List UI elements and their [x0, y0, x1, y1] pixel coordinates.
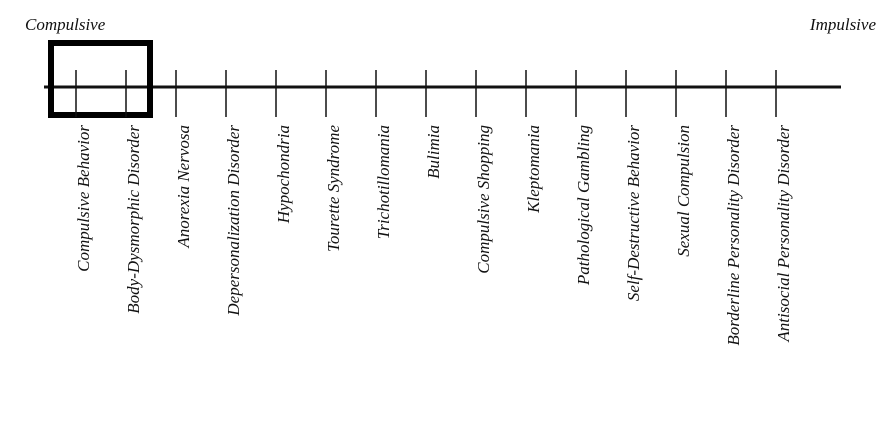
- left-end-label: Compulsive: [25, 15, 106, 34]
- item-label: Anorexia Nervosa: [174, 125, 193, 249]
- item-label: Sexual Compulsion: [674, 125, 693, 257]
- item-label: Kleptomania: [524, 125, 543, 214]
- highlight-box: [48, 40, 153, 118]
- item-label: Bulimia: [424, 125, 443, 179]
- item-label: Tourette Syndrome: [324, 125, 343, 252]
- item-label: Compulsive Shopping: [474, 125, 493, 274]
- item-label: Compulsive Behavior: [74, 125, 93, 272]
- item-label: Self-Destructive Behavior: [624, 125, 643, 301]
- item-label: Borderline Personality Disorder: [724, 125, 743, 346]
- item-label: Body-Dysmorphic Disorder: [124, 125, 143, 314]
- right-end-label: Impulsive: [809, 15, 877, 34]
- item-label: Trichotillomania: [374, 125, 393, 239]
- item-label: Hypochondria: [274, 125, 293, 224]
- item-label: Depersonalization Disorder: [224, 125, 243, 317]
- items: Compulsive Behavior Body-Dysmorphic Disor…: [74, 70, 793, 346]
- item-label: Antisocial Personality Disorder: [774, 125, 793, 343]
- item-label: Pathological Gambling: [574, 125, 593, 286]
